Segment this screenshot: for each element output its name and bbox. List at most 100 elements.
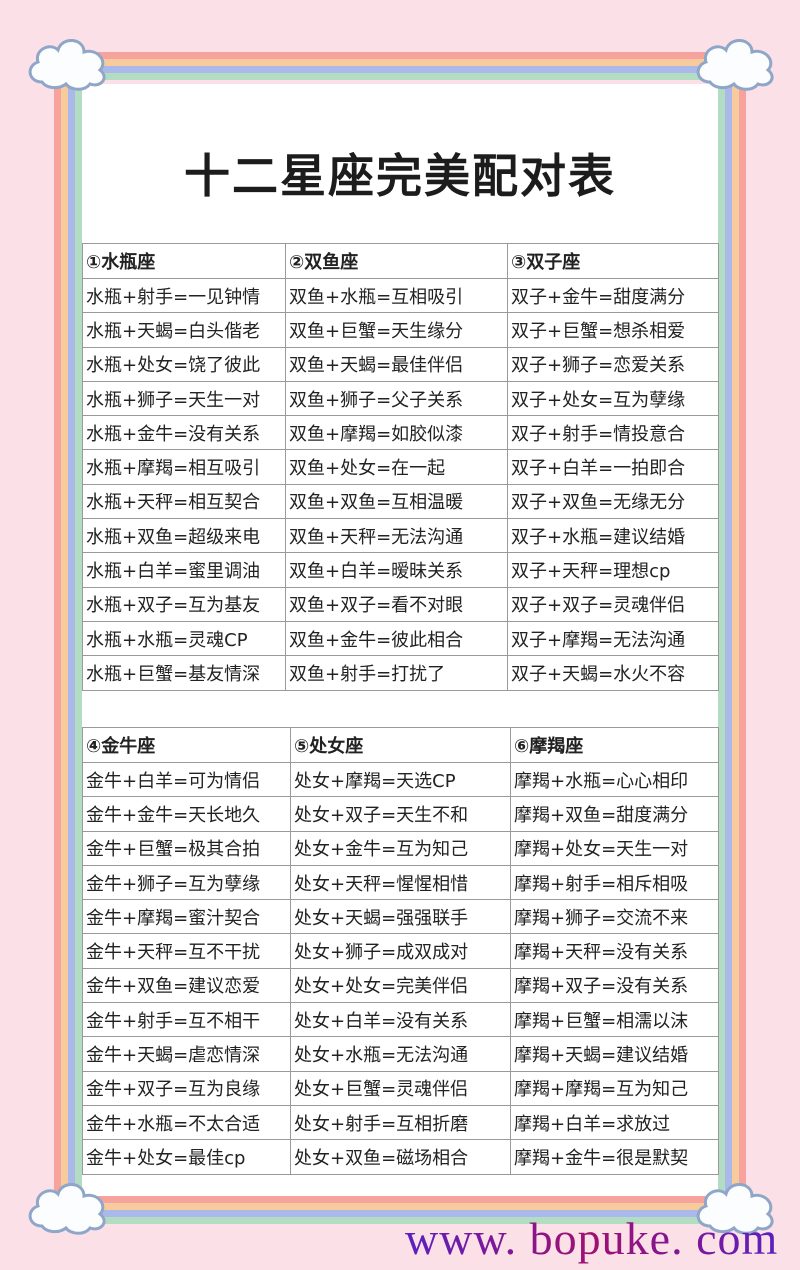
pairing-cell: 金牛+水瓶=不太合适	[82, 1104, 291, 1141]
table-row: 水瓶+水瓶=灵魂CP 双鱼+金牛=彼此相合 双子+摩羯=无法沟通	[82, 620, 719, 657]
table-row: 水瓶+射手=一见钟情 双鱼+水瓶=互相吸引 双子+金牛=甜度满分	[82, 277, 719, 314]
pairing-cell: 金牛+摩羯=蜜汁契合	[82, 899, 291, 935]
pairing-cell: 双鱼+金牛=彼此相合	[285, 620, 508, 657]
cloud-icon	[28, 1183, 106, 1235]
pairing-cell: 处女+天蝎=强强联手	[290, 899, 511, 935]
pairing-cell: 金牛+天秤=互不干扰	[82, 933, 291, 969]
table-header-row: ①水瓶座 ②双鱼座 ③双子座	[82, 243, 719, 279]
table-row: 水瓶+金牛=没有关系 双鱼+摩羯=如胶似漆 双子+射手=情投意合	[82, 415, 719, 451]
pairing-cell: 双鱼+狮子=父子关系	[285, 380, 508, 417]
pairing-cell: 处女+巨蟹=灵魂伴侣	[290, 1070, 511, 1106]
pairing-cell: 处女+白羊=没有关系	[290, 1002, 511, 1038]
pairing-cell: 双子+巨蟹=想杀相爱	[507, 312, 719, 348]
pairing-cell: 双鱼+水瓶=互相吸引	[285, 277, 508, 314]
table-row: 水瓶+双鱼=超级来电 双鱼+天秤=无法沟通 双子+水瓶=建议结婚	[82, 518, 719, 554]
page-title: 十二星座完美配对表	[184, 149, 616, 203]
table-row: 金牛+天蝎=虐恋情深 处女+水瓶=无法沟通 摩羯+天蝎=建议结婚	[82, 1036, 719, 1072]
pairing-cell: 金牛+天蝎=虐恋情深	[82, 1036, 291, 1072]
rainbow-stripe	[732, 52, 739, 1224]
pairing-cell: 金牛+双子=互为良缘	[82, 1070, 291, 1106]
table-row: 水瓶+处女=饶了彼此 双鱼+天蝎=最佳伴侣 双子+狮子=恋爱关系	[82, 346, 719, 382]
pairing-cell: 双子+摩羯=无法沟通	[507, 620, 719, 657]
cloud-icon	[696, 39, 774, 91]
pairing-cell: 处女+摩羯=天选CP	[290, 761, 511, 798]
pairing-cell: 水瓶+摩羯=相互吸引	[82, 449, 286, 485]
table-row: 金牛+金牛=天长地久 处女+双子=天生不和 摩羯+双鱼=甜度满分	[82, 796, 719, 832]
pairing-cell: 双鱼+巨蟹=天生缘分	[285, 312, 508, 348]
pairing-cell: 摩羯+金牛=很是默契	[510, 1139, 719, 1175]
pairing-cell: 水瓶+双子=互为基友	[82, 586, 286, 622]
pairing-cell: 摩羯+天蝎=建议结婚	[510, 1036, 719, 1072]
pairing-cell: 水瓶+天秤=相互契合	[82, 483, 286, 520]
pairing-cell: 摩羯+射手=相斥相吸	[510, 864, 719, 901]
pairing-cell: 双鱼+处女=在一起	[285, 449, 508, 485]
pairing-cell: 双子+双子=灵魂伴侣	[507, 586, 719, 622]
pairing-cell: 摩羯+天秤=没有关系	[510, 933, 719, 969]
pairing-cell: 双鱼+射手=打扰了	[285, 655, 508, 691]
pairing-cell: 金牛+处女=最佳cp	[82, 1139, 291, 1175]
pairing-cell: 摩羯+白羊=求放过	[510, 1104, 719, 1141]
rainbow-stripe	[61, 52, 68, 1224]
table-header-row: ④金牛座 ⑤处女座 ⑥摩羯座	[82, 727, 719, 763]
pairing-cell: 水瓶+处女=饶了彼此	[82, 346, 286, 382]
pairing-cell: 双子+射手=情投意合	[507, 415, 719, 451]
pairing-table-2: ④金牛座 ⑤处女座 ⑥摩羯座 金牛+白羊=可为情侣 处女+摩羯=天选CP 摩羯+水瓶=心心…	[82, 727, 719, 1175]
pairing-cell: 双子+水瓶=建议结婚	[507, 518, 719, 554]
table-row: 金牛+天秤=互不干扰 处女+狮子=成双成对 摩羯+天秤=没有关系	[82, 933, 719, 969]
rainbow-stripe	[55, 1196, 748, 1203]
column-header: ③双子座	[507, 243, 719, 279]
rainbow-stripe	[55, 1203, 748, 1210]
pairing-cell: 金牛+射手=互不相干	[82, 1002, 291, 1038]
table-row: 金牛+狮子=互为孽缘 处女+天秤=惺惺相惜 摩羯+射手=相斥相吸	[82, 864, 719, 901]
rainbow-stripe	[68, 52, 75, 1224]
pairing-cell: 金牛+狮子=互为孽缘	[82, 864, 291, 901]
pairing-cell: 双子+天秤=理想cp	[507, 552, 719, 588]
rainbow-stripe	[739, 52, 746, 1224]
watermark: www. bopuke. com	[405, 1213, 779, 1264]
table-row: 水瓶+狮子=天生一对 双鱼+狮子=父子关系 双子+处女=互为孽缘	[82, 380, 719, 417]
column-header: ⑥摩羯座	[510, 727, 719, 763]
cloud-icon	[696, 1183, 774, 1235]
pairing-cell: 双子+处女=互为孽缘	[507, 380, 719, 417]
pairing-cell: 水瓶+天蝎=白头偕老	[82, 312, 286, 348]
table-row: 水瓶+双子=互为基友 双鱼+双子=看不对眼 双子+双子=灵魂伴侣	[82, 586, 719, 622]
pairing-cell: 处女+双鱼=磁场相合	[290, 1139, 511, 1175]
pairing-cell: 金牛+双鱼=建议恋爱	[82, 967, 291, 1004]
rainbow-stripe	[55, 59, 748, 66]
table-row: 水瓶+白羊=蜜里调油 双鱼+白羊=暧昧关系 双子+天秤=理想cp	[82, 552, 719, 588]
pairing-cell: 金牛+巨蟹=极其合拍	[82, 830, 291, 866]
pairing-cell: 金牛+金牛=天长地久	[82, 796, 291, 832]
table-row: 金牛+处女=最佳cp 处女+双鱼=磁场相合 摩羯+金牛=很是默契	[82, 1139, 719, 1175]
pairing-cell: 处女+狮子=成双成对	[290, 933, 511, 969]
table-row: 金牛+水瓶=不太合适 处女+射手=互相折磨 摩羯+白羊=求放过	[82, 1104, 719, 1141]
pairing-cell: 摩羯+水瓶=心心相印	[510, 761, 719, 798]
rainbow-stripe	[718, 52, 725, 1224]
rainbow-stripe	[75, 52, 82, 1224]
pairing-cell: 摩羯+狮子=交流不来	[510, 899, 719, 935]
pairing-cell: 双子+白羊=一拍即合	[507, 449, 719, 485]
pairing-cell: 双鱼+摩羯=如胶似漆	[285, 415, 508, 451]
pairing-cell: 处女+金牛=互为知己	[290, 830, 511, 866]
pairing-cell: 水瓶+巨蟹=基友情深	[82, 655, 286, 691]
column-header: ④金牛座	[82, 727, 291, 763]
pairing-cell: 水瓶+射手=一见钟情	[82, 277, 286, 314]
pairing-cell: 水瓶+狮子=天生一对	[82, 380, 286, 417]
pairing-cell: 处女+射手=互相折磨	[290, 1104, 511, 1141]
rainbow-stripe	[55, 52, 748, 59]
table-row: 金牛+巨蟹=极其合拍 处女+金牛=互为知己 摩羯+处女=天生一对	[82, 830, 719, 866]
pairing-cell: 双子+狮子=恋爱关系	[507, 346, 719, 382]
pairing-cell: 处女+双子=天生不和	[290, 796, 511, 832]
table-row: 金牛+双鱼=建议恋爱 处女+处女=完美伴侣 摩羯+双子=没有关系	[82, 967, 719, 1004]
pairing-table-1: ①水瓶座 ②双鱼座 ③双子座 水瓶+射手=一见钟情 双鱼+水瓶=互相吸引 双子+金牛=甜度…	[82, 243, 719, 691]
pairing-cell: 双鱼+白羊=暧昧关系	[285, 552, 508, 588]
pairing-cell: 摩羯+巨蟹=相濡以沫	[510, 1002, 719, 1038]
pairing-cell: 处女+水瓶=无法沟通	[290, 1036, 511, 1072]
pairing-cell: 双子+双鱼=无缘无分	[507, 483, 719, 520]
cloud-icon	[28, 39, 106, 91]
pairing-cell: 水瓶+白羊=蜜里调油	[82, 552, 286, 588]
table-row: 水瓶+天秤=相互契合 双鱼+双鱼=互相温暖 双子+双鱼=无缘无分	[82, 483, 719, 520]
table-row: 水瓶+天蝎=白头偕老 双鱼+巨蟹=天生缘分 双子+巨蟹=想杀相爱	[82, 312, 719, 348]
pairing-cell: 双鱼+天蝎=最佳伴侣	[285, 346, 508, 382]
pairing-cell: 双鱼+双子=看不对眼	[285, 586, 508, 622]
pairing-cell: 处女+天秤=惺惺相惜	[290, 864, 511, 901]
